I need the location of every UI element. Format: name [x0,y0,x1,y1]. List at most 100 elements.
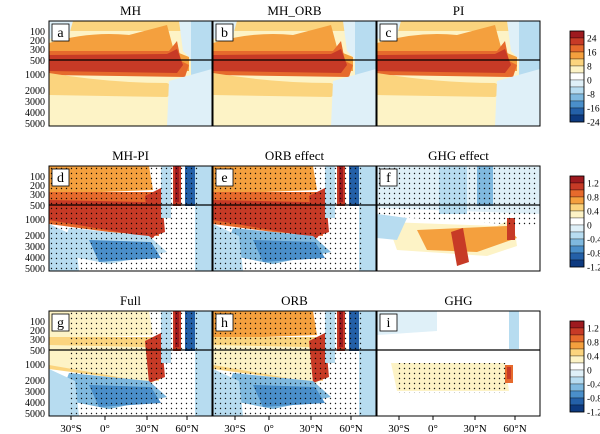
y-tick-label: 200 [30,36,45,47]
panels-root: MHa10020030050010002000300040005000MH_OR… [25,3,600,434]
colorbar: 24 16 8 0 -8 -16 -24 [569,30,600,129]
colorbar-swatch [569,348,585,357]
colorbar-swatch [569,210,585,219]
x-tick-label: 60°N [339,423,362,434]
panel-label: d [57,171,64,186]
x-tick-label: 30°N [135,423,158,434]
colorbar-frame [569,175,585,268]
colorbar-tick-label: -24 [587,119,600,129]
panel-label: a [57,26,64,41]
colorbar-swatch [569,44,585,53]
y-tick-label: 5000 [25,119,45,130]
y-tick-label: 3000 [25,387,45,398]
panel-field [213,166,376,271]
colorbar-swatch [569,383,585,392]
x-tick-label: 30°N [299,423,322,434]
panel-frame [212,310,377,417]
panel-frame [376,165,541,272]
panel-label-box [215,313,234,332]
y-tick-label: 200 [30,326,45,337]
panel-label: g [57,316,64,331]
x-tick-label: 0° [100,423,110,434]
y-tick-label: 4000 [25,398,45,409]
panel-title: PI [453,3,465,18]
colorbar-tick-label: 0.4 [587,353,599,363]
colorbar-swatch [569,252,585,261]
colorbar-tick-label: -0.4 [587,381,600,391]
colorbar-swatch [569,376,585,385]
x-tick-label: 60°N [175,423,198,434]
y-tick-label: 5000 [25,409,45,420]
colorbar-swatch [569,58,585,67]
colorbar-swatch [569,355,585,364]
y-tick-label: 3000 [25,242,45,253]
y-tick-label: 3000 [25,97,45,108]
panel-title: GHG effect [428,148,489,163]
y-tick-label: 4000 [25,253,45,264]
y-tick-label: 100 [30,27,45,38]
colorbar-swatch [569,397,585,406]
panel-f: GHG effect f [376,148,541,272]
colorbar-swatch [569,362,585,371]
panel-title: MH_ORB [267,3,322,18]
panel-label-box [51,23,70,42]
y-tick-label: 1000 [25,70,45,81]
panel-title: GHG [444,293,472,308]
panel-title: MH-PI [112,148,149,163]
x-tick-label: 30°N [463,423,486,434]
panel-e: ORB effect e [212,148,377,272]
colorbar-swatch [569,93,585,102]
panel-frame [212,165,377,272]
panel-frame [212,20,377,127]
panel-frame [48,310,213,417]
y-tick-label: 2000 [25,231,45,242]
colorbar-swatch [569,189,585,198]
colorbar-tick-label: -8 [587,91,595,101]
panel-label-box [51,168,70,187]
colorbar-swatch [569,196,585,205]
y-tick-label: 4000 [25,108,45,119]
colorbar-swatch [569,51,585,60]
panel-field [377,21,540,126]
colorbar: 1.2 0.8 0.4 0 -0.4 -0.8 -1.2 [569,175,600,274]
colorbar-swatch [569,37,585,46]
y-tick-label: 500 [30,346,45,357]
y-tick-label: 100 [30,317,45,328]
colorbar-tick-label: -0.8 [587,250,600,260]
panel-label-box [215,168,234,187]
colorbar-tick-label: 0.8 [587,194,599,204]
colorbar-frame [569,320,585,413]
colorbar-swatch [569,175,585,184]
x-tick-label: 60°N [503,423,526,434]
panel-field [49,166,212,271]
colorbar-swatch [569,79,585,88]
colorbar-tick-label: 8 [587,63,592,73]
panel-h: ORB h 30°S 0° 30°N 60°N [212,293,377,434]
colorbar-swatch [569,182,585,191]
colorbar-swatch [569,369,585,378]
colorbar-swatch [569,30,585,39]
colorbar-tick-label: -16 [587,105,600,115]
panel-label: b [221,26,228,41]
y-tick-label: 5000 [25,264,45,275]
panel-title: ORB [281,293,308,308]
y-tick-label: 300 [30,335,45,346]
y-tick-label: 1000 [25,360,45,371]
panel-label: c [385,26,391,41]
panel-label: f [386,171,391,186]
panel-title: Full [120,293,141,308]
x-tick-label: 30°S [388,423,410,434]
colorbar-swatch [569,107,585,116]
colorbar-swatch [569,238,585,247]
colorbar-swatch [569,245,585,254]
colorbar-swatch [569,334,585,343]
y-tick-label: 200 [30,181,45,192]
colorbar-swatch [569,203,585,212]
panel-field [49,21,212,126]
colorbar-swatch [569,72,585,81]
